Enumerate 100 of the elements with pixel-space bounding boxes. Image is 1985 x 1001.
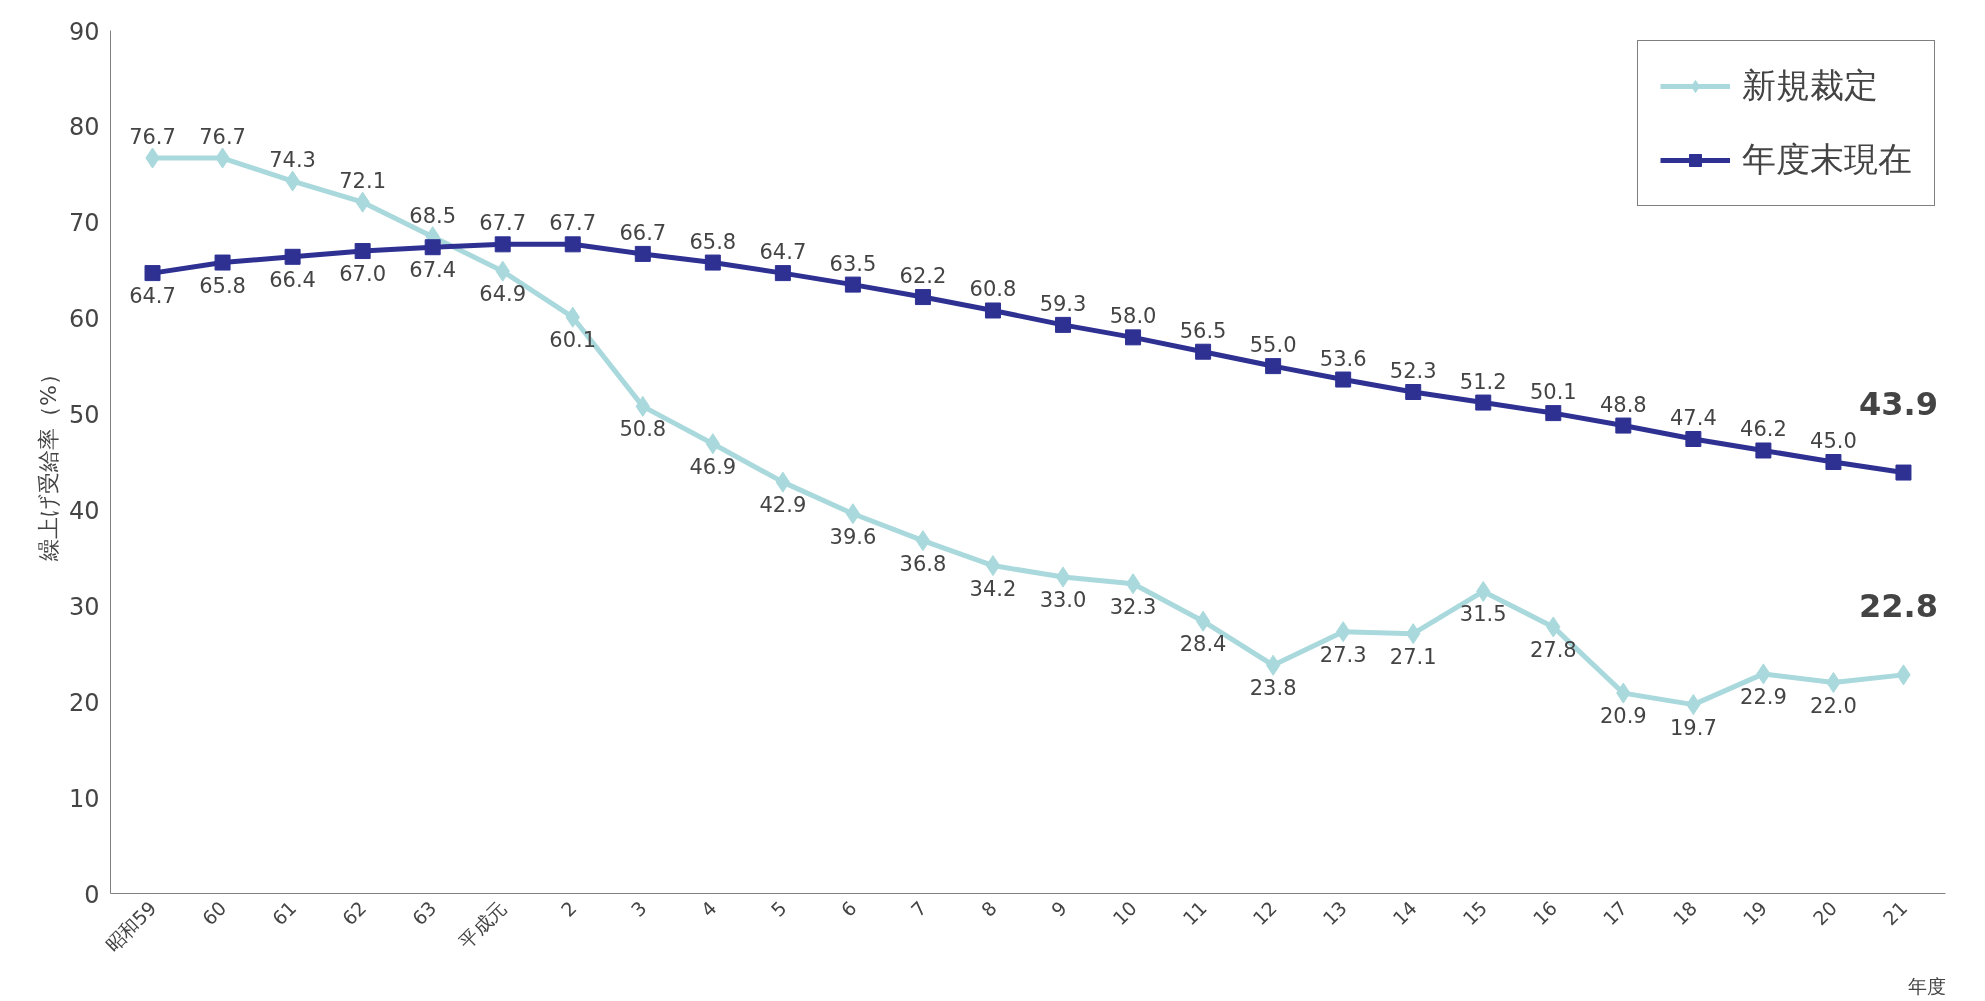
- data-label: 48.8: [1599, 392, 1647, 417]
- data-label: 60.1: [549, 328, 597, 353]
- x-tick-label: 12: [1248, 896, 1281, 930]
- data-label: 67.7: [479, 211, 527, 236]
- x-tick-label: 60: [197, 896, 231, 930]
- x-tick-label: 8: [976, 896, 1001, 921]
- data-label: 46.2: [1740, 417, 1787, 442]
- point: [915, 530, 931, 552]
- data-label: 22.9: [1740, 684, 1787, 709]
- data-label: 27.3: [1319, 642, 1367, 667]
- point: [1545, 405, 1562, 422]
- point: [1685, 430, 1702, 447]
- y-axis-title: 繰上げ受給率（%）: [35, 363, 61, 562]
- data-label: 58.0: [1109, 304, 1157, 329]
- x-tick-label: 63: [407, 896, 441, 930]
- x-tick-label: 21: [1878, 896, 1912, 930]
- data-label: 23.8: [1249, 676, 1297, 701]
- x-tick-label: 10: [1108, 896, 1141, 930]
- point: [775, 471, 791, 493]
- data-label: 65.8: [689, 229, 737, 254]
- point: [634, 245, 651, 262]
- data-label: 62.2: [899, 264, 947, 289]
- x-tick-label: 15: [1458, 896, 1492, 930]
- point: [214, 254, 231, 271]
- x-tick-label: 20: [1808, 896, 1842, 930]
- point: [1195, 610, 1211, 632]
- data-label: 43.9: [1859, 384, 1938, 423]
- x-tick-label: 17: [1598, 896, 1632, 930]
- point: [985, 555, 1001, 577]
- data-label: 36.8: [899, 551, 947, 576]
- x-tick-label: 16: [1528, 896, 1562, 930]
- data-label: 67.4: [409, 258, 457, 283]
- y-tick-label: 30: [68, 592, 100, 621]
- data-label: 27.1: [1389, 644, 1437, 669]
- data-label: 66.4: [269, 267, 316, 292]
- data-label: 53.6: [1319, 346, 1367, 371]
- data-label: 76.7: [199, 125, 246, 150]
- data-label: 67.0: [339, 262, 387, 287]
- x-tick-label: 14: [1388, 896, 1421, 930]
- point: [144, 265, 161, 282]
- x-tick-label: 3: [626, 896, 651, 921]
- data-label: 64.9: [479, 282, 527, 307]
- point: [914, 289, 931, 306]
- x-tick-label: 5: [766, 896, 791, 921]
- point: [984, 302, 1001, 319]
- x-tick-label: 11: [1178, 896, 1211, 930]
- legend-label: 新規裁定: [1742, 64, 1878, 107]
- data-label: 76.7: [129, 125, 176, 150]
- data-label: 46.9: [689, 454, 737, 479]
- point: [1895, 464, 1912, 481]
- data-label: 42.9: [759, 493, 807, 518]
- y-tick-label: 70: [68, 209, 100, 238]
- data-label: 65.8: [199, 273, 246, 298]
- data-label: 33.0: [1039, 588, 1087, 613]
- x-tick-label: 62: [337, 896, 371, 930]
- data-label: 27.8: [1529, 637, 1577, 662]
- data-label: 50.8: [619, 417, 667, 442]
- point: [1265, 358, 1282, 375]
- data-label: 74.3: [269, 148, 316, 173]
- y-tick-label: 20: [68, 688, 100, 717]
- point: [774, 265, 791, 282]
- data-label: 51.2: [1459, 369, 1507, 394]
- y-tick-label: 0: [84, 880, 100, 909]
- data-label: 66.7: [619, 220, 667, 245]
- point: [1055, 566, 1071, 588]
- y-tick-label: 10: [68, 784, 100, 813]
- data-label: 22.0: [1810, 693, 1857, 718]
- data-label: 19.7: [1669, 715, 1717, 740]
- data-label: 55.0: [1249, 333, 1297, 358]
- x-tick-label: 平成元: [454, 896, 511, 953]
- data-label: 56.5: [1179, 318, 1227, 343]
- data-label: 59.3: [1039, 291, 1087, 316]
- x-tick-label: 昭和59: [100, 896, 161, 957]
- point: [1125, 329, 1142, 346]
- data-label: 64.7: [759, 240, 807, 265]
- data-label: 47.4: [1669, 405, 1717, 430]
- data-label: 63.5: [829, 251, 877, 276]
- x-tick-label: 7: [906, 896, 931, 921]
- y-tick-label: 90: [68, 17, 100, 46]
- y-tick-label: 40: [68, 496, 100, 525]
- data-label: 52.3: [1389, 359, 1437, 383]
- y-tick-label: 50: [68, 401, 100, 430]
- x-tick-label: 2: [556, 896, 581, 921]
- legend-label: 年度末現在: [1742, 138, 1912, 181]
- point: [845, 503, 861, 525]
- data-label: 22.8: [1859, 586, 1938, 625]
- x-tick-label: 9: [1046, 896, 1071, 921]
- y-tick-label: 80: [68, 113, 100, 142]
- point: [1405, 384, 1422, 400]
- y-tick-label: 60: [68, 305, 100, 334]
- point: [1335, 371, 1352, 388]
- x-axis-title: 年度: [1907, 974, 1946, 997]
- x-tick-label: 13: [1318, 896, 1351, 930]
- x-tick-label: 6: [836, 896, 861, 921]
- point: [1755, 442, 1772, 459]
- point: [494, 236, 511, 253]
- data-label: 45.0: [1810, 429, 1857, 453]
- data-label: 72.1: [339, 169, 387, 194]
- point: [844, 276, 861, 293]
- point: [1195, 343, 1212, 360]
